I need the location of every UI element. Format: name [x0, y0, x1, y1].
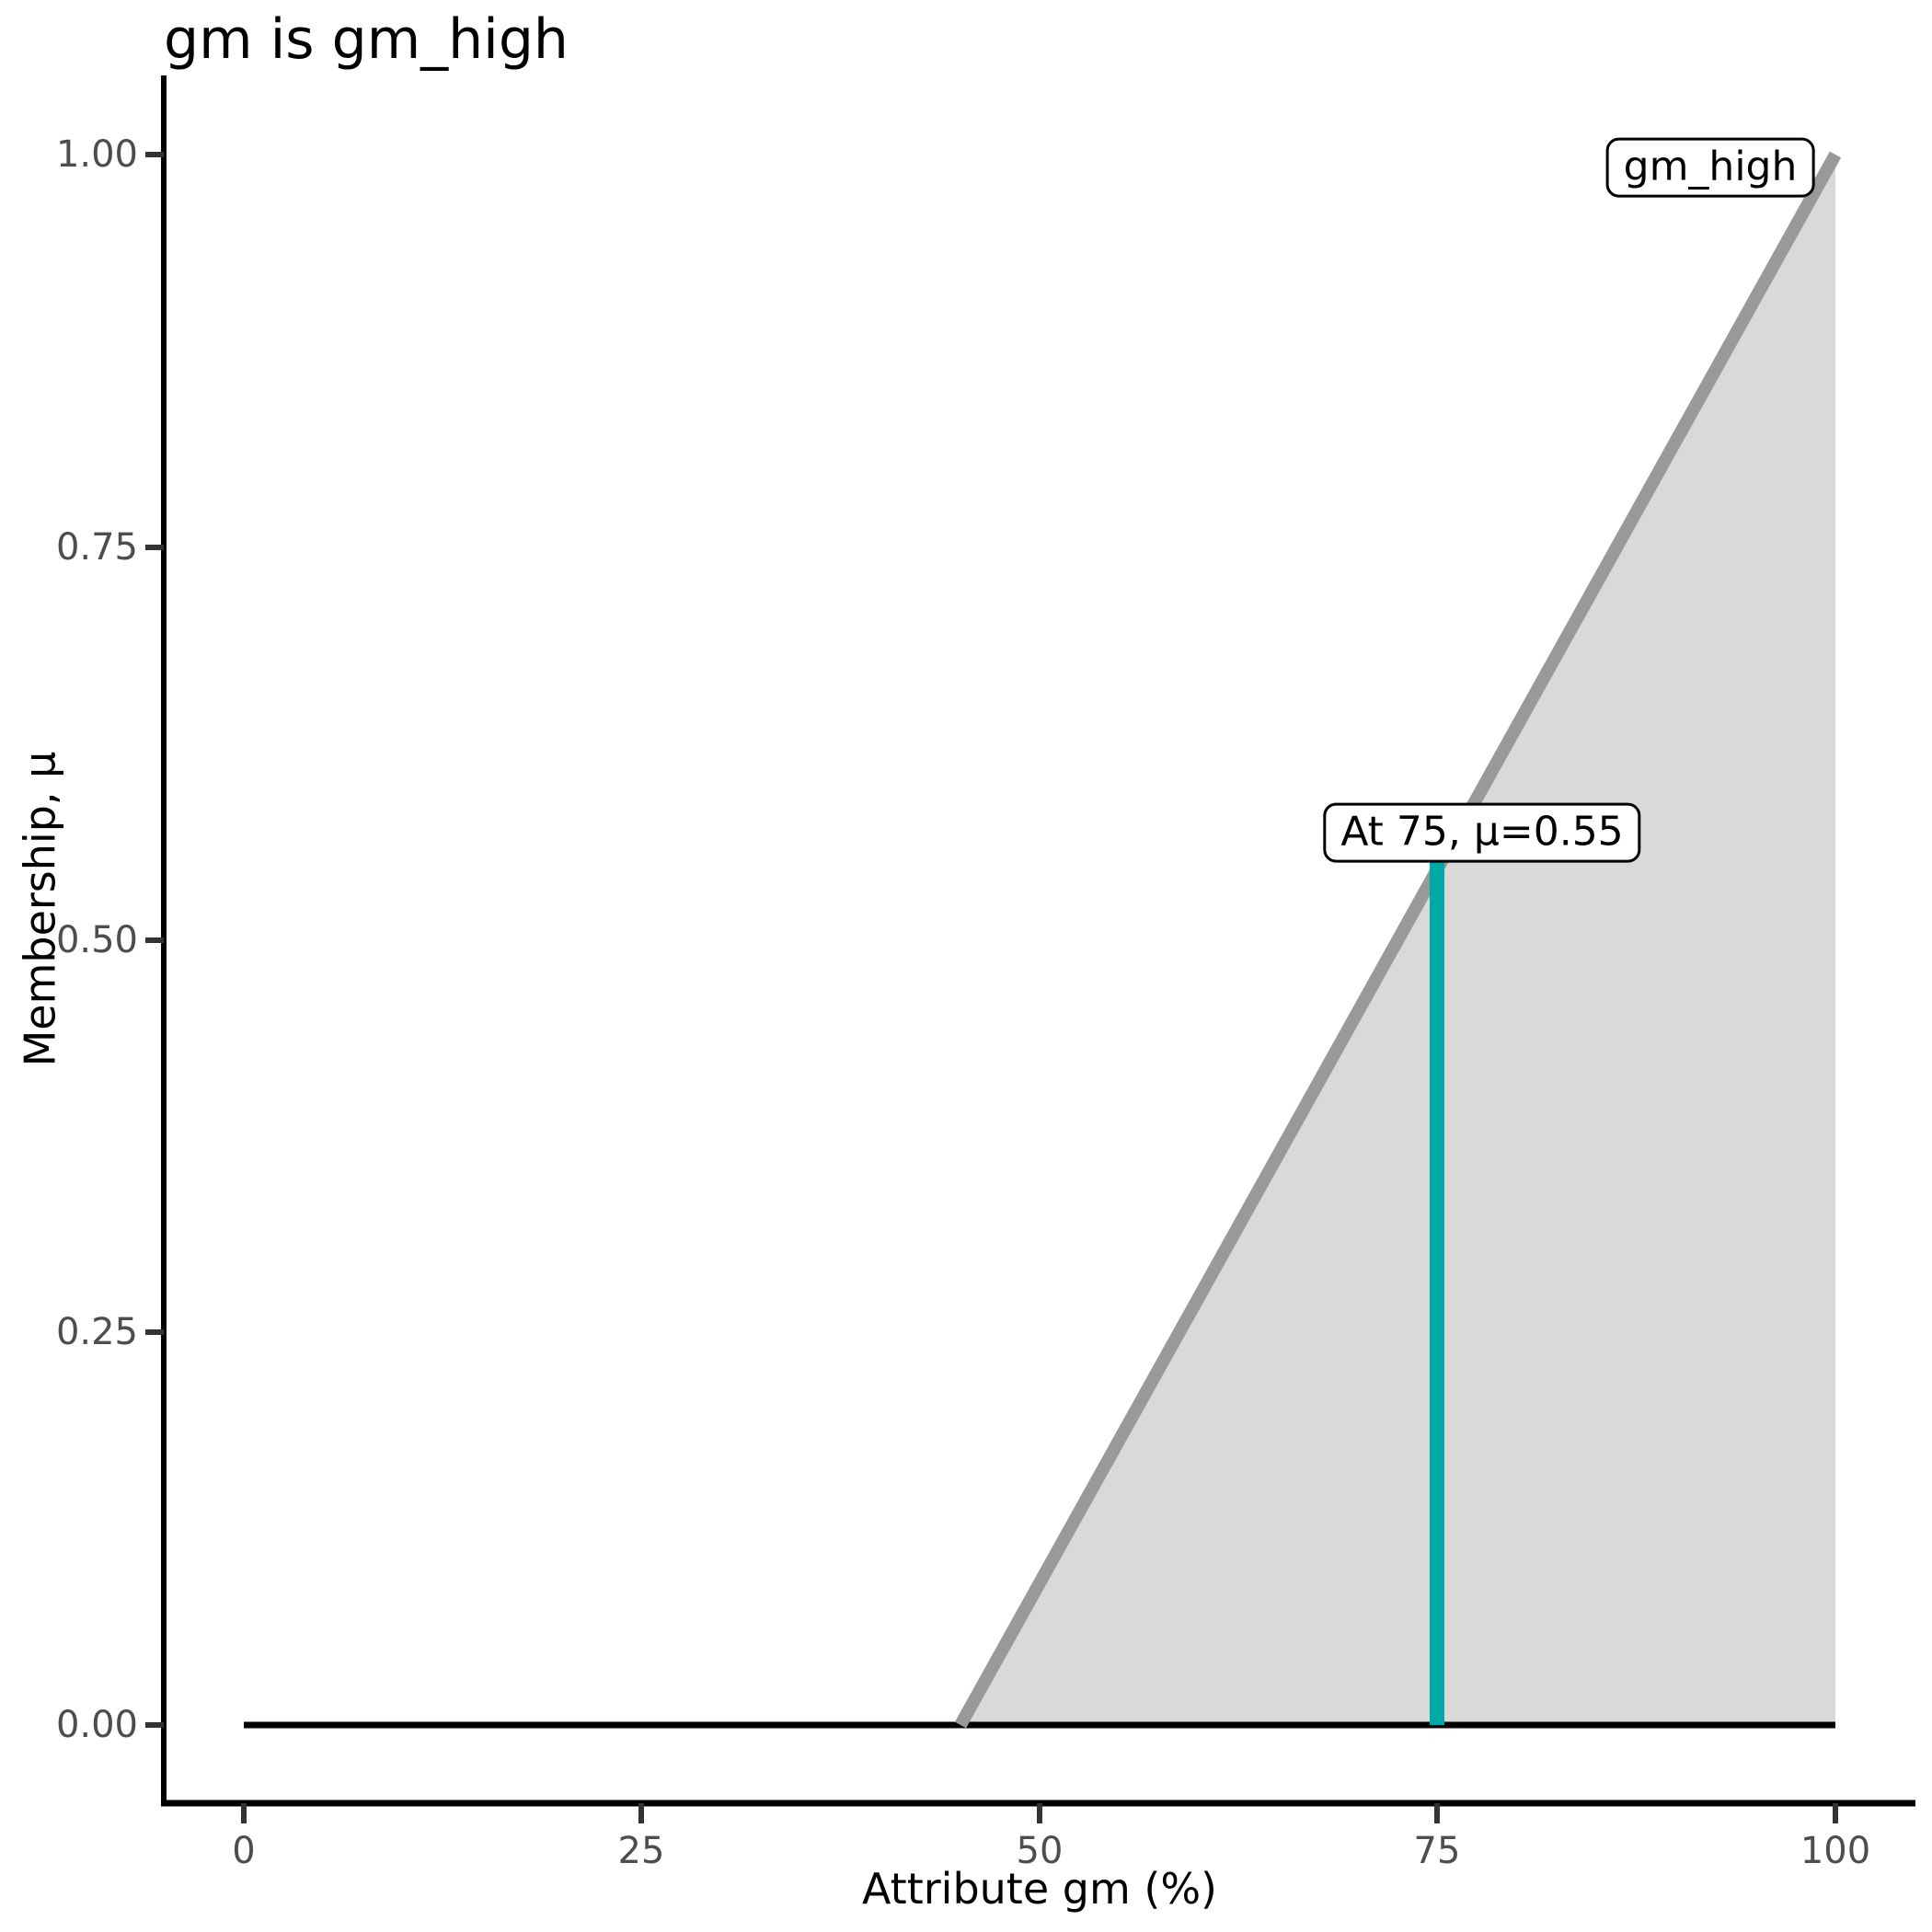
y-axis-title: Membership, μ — [15, 751, 65, 1067]
y-tick-label-0.75: 0.75 — [55, 526, 138, 569]
x-tick-label-0: 0 — [232, 1830, 256, 1872]
set-name-annotation-box: gm_high — [1605, 137, 1815, 198]
y-tick-label-0.50: 0.50 — [55, 919, 138, 961]
y-tick-label-0.00: 0.00 — [55, 1704, 138, 1746]
membership-ramp-line — [954, 151, 1842, 1729]
x-tick-label-100: 100 — [1800, 1830, 1871, 1872]
x-tick-marks — [241, 1803, 1838, 1823]
x-tick-label-75: 75 — [1413, 1830, 1461, 1872]
evaluation-annotation-box: At 75, μ=0.55 — [1323, 802, 1641, 863]
x-tick-label-25: 25 — [617, 1830, 665, 1872]
x-tick-label-50: 50 — [1016, 1830, 1064, 1872]
y-tick-label-0.25: 0.25 — [55, 1311, 138, 1353]
y-tick-label-1.00: 1.00 — [55, 133, 138, 176]
x-axis-title: Attribute gm (%) — [862, 1864, 1217, 1914]
plot-title: gm is gm_high — [164, 7, 569, 72]
y-tick-marks — [145, 152, 164, 1728]
